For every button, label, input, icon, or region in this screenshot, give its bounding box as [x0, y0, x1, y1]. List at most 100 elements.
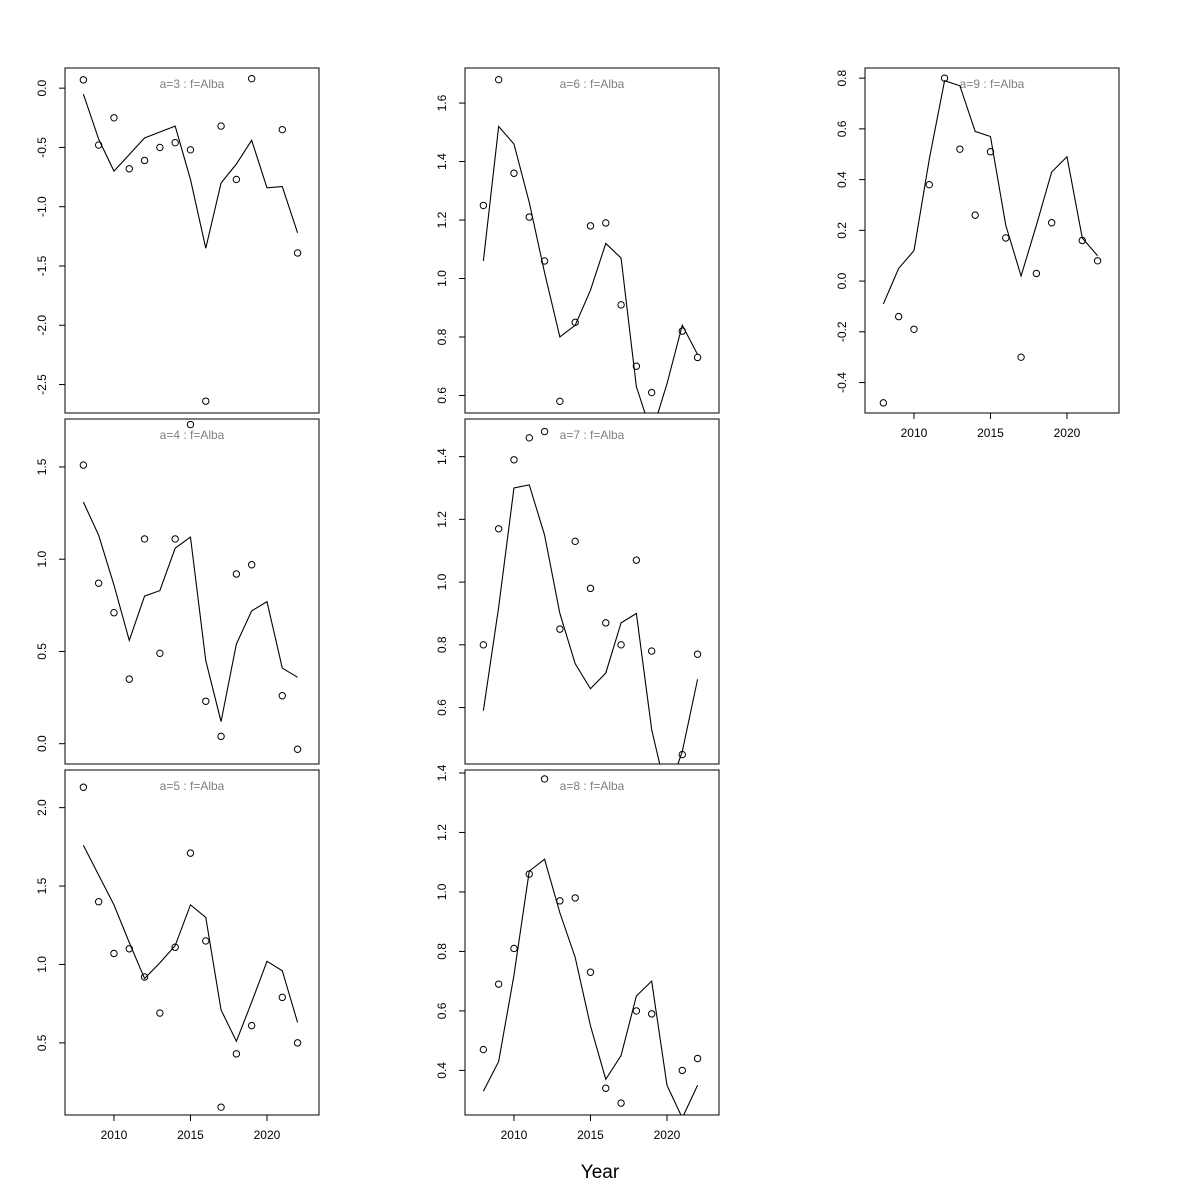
observed-point	[647, 647, 656, 655]
fitted-line	[482, 858, 699, 1115]
y-tick-label: 0.0	[35, 735, 49, 752]
observed-point	[186, 420, 195, 429]
panel-title: a=3 : f=Alba	[160, 77, 225, 91]
observed-point	[632, 556, 641, 564]
panel-border	[64, 67, 320, 414]
observed-point	[278, 993, 286, 1002]
x-axis-label: Year	[581, 1162, 620, 1183]
y-tick-label: 0.8	[835, 69, 849, 86]
observed-point	[510, 456, 518, 464]
x-tick-label: 2015	[177, 1128, 204, 1142]
observed-point	[186, 849, 195, 857]
y-tick-label: 0.8	[435, 943, 449, 960]
observed-point	[247, 561, 256, 569]
observed-point	[278, 125, 286, 134]
panel-a3: a=3 : f=Alba 0.0 -0.5 -1.0 -1.5 -2.0 -2.5	[35, 67, 320, 414]
panel-a9: a=9 : f=Alba -0.4 -0.2 0.0 0.2 0.4 0.6 0.8 2010 2…	[835, 67, 1120, 440]
y-tick-label: 1.2	[435, 824, 449, 841]
y-tick-label: 1.0	[35, 956, 49, 973]
observed-point	[1032, 269, 1041, 278]
x-tick-label: 2010	[501, 1128, 528, 1142]
y-tick-label: 0.6	[435, 387, 449, 404]
observed-point	[540, 257, 549, 265]
panel-a5: a=5 : f=Alba 0.5 1.0 1.5 2.0 2010 2015 2020	[35, 769, 320, 1142]
x-tick-label: 2020	[1054, 426, 1081, 440]
y-tick-label: -0.5	[35, 137, 49, 158]
observed-point	[571, 537, 579, 546]
observed-point	[156, 1009, 164, 1017]
y-tick-label: -1.0	[35, 196, 49, 217]
observed-point	[232, 570, 241, 578]
panel-title: a=6 : f=Alba	[560, 77, 625, 91]
observed-point	[202, 397, 210, 405]
observed-point	[79, 461, 88, 469]
observed-point	[632, 1007, 641, 1015]
fitted-line	[882, 79, 1098, 305]
observed-point	[125, 165, 133, 173]
observed-point	[602, 619, 610, 627]
observed-point	[556, 397, 564, 406]
observed-point	[171, 535, 179, 543]
y-tick-label: 0.5	[35, 1034, 49, 1051]
observed-point	[94, 579, 103, 587]
observed-point	[140, 535, 149, 543]
y-tick-label: 0.6	[435, 699, 449, 716]
observed-point	[1002, 234, 1010, 242]
panel-a7: a=7 : f=Alba 0.6 0.8 1.0 1.2 1.4	[435, 418, 720, 765]
x-tick-label: 2015	[977, 426, 1004, 440]
observed-point	[586, 222, 595, 230]
observed-point	[232, 1050, 241, 1058]
observed-point	[617, 1099, 625, 1107]
observed-point	[171, 943, 179, 951]
panel-a6: a=6 : f=Alba 0.6 0.8 1.0 1.2 1.4 1.6	[435, 67, 720, 414]
y-tick-label: 0.4	[435, 1062, 449, 1079]
observed-point	[879, 399, 888, 407]
observed-point	[186, 146, 195, 154]
fitted-line	[482, 125, 699, 413]
observed-point	[202, 937, 210, 945]
observed-point	[293, 249, 302, 257]
y-tick-label: 1.4	[435, 764, 449, 781]
y-tick-label: 1.0	[435, 573, 449, 590]
observed-point	[171, 138, 179, 147]
fitted-line	[482, 484, 699, 764]
y-tick-label: 0.0	[835, 272, 849, 289]
panel-title: a=7 : f=Alba	[560, 428, 625, 442]
observed-point	[247, 1021, 256, 1030]
y-tick-label: -0.4	[835, 372, 849, 393]
observed-point	[94, 898, 103, 906]
observed-point	[247, 74, 256, 83]
y-tick-label: -0.2	[835, 321, 849, 342]
observed-point	[556, 625, 564, 633]
fitted-line	[82, 501, 298, 722]
y-tick-label: 2.0	[35, 799, 49, 816]
fitted-line	[82, 93, 299, 249]
observed-point	[494, 525, 503, 533]
y-tick-label: 0.8	[435, 636, 449, 653]
fitted-line	[82, 845, 299, 1043]
observed-point	[79, 76, 88, 84]
observed-point	[678, 1066, 686, 1075]
y-tick-label: 1.5	[35, 877, 49, 894]
observed-point	[986, 148, 995, 156]
observed-point	[110, 114, 118, 122]
observed-point	[510, 169, 518, 177]
y-tick-label: 1.0	[35, 551, 49, 568]
x-tick-label: 2010	[901, 426, 928, 440]
panel-border	[464, 418, 720, 765]
x-tick-label: 2020	[654, 1128, 681, 1142]
panel-title: a=9 : f=Alba	[960, 77, 1025, 91]
observed-point	[1047, 219, 1056, 227]
y-tick-label: 1.4	[435, 448, 449, 465]
observed-point	[540, 775, 549, 783]
panel-border	[864, 67, 1120, 414]
observed-point	[602, 219, 610, 227]
observed-point	[602, 1084, 610, 1092]
y-tick-label: 1.2	[435, 211, 449, 228]
observed-point	[910, 325, 918, 333]
y-tick-label: -2.5	[35, 374, 49, 395]
panel-a4: a=4 : f=Alba 0.0 0.5 1.0 1.5	[35, 418, 320, 765]
panel-title: a=8 : f=Alba	[560, 779, 625, 793]
observed-point	[693, 353, 702, 362]
